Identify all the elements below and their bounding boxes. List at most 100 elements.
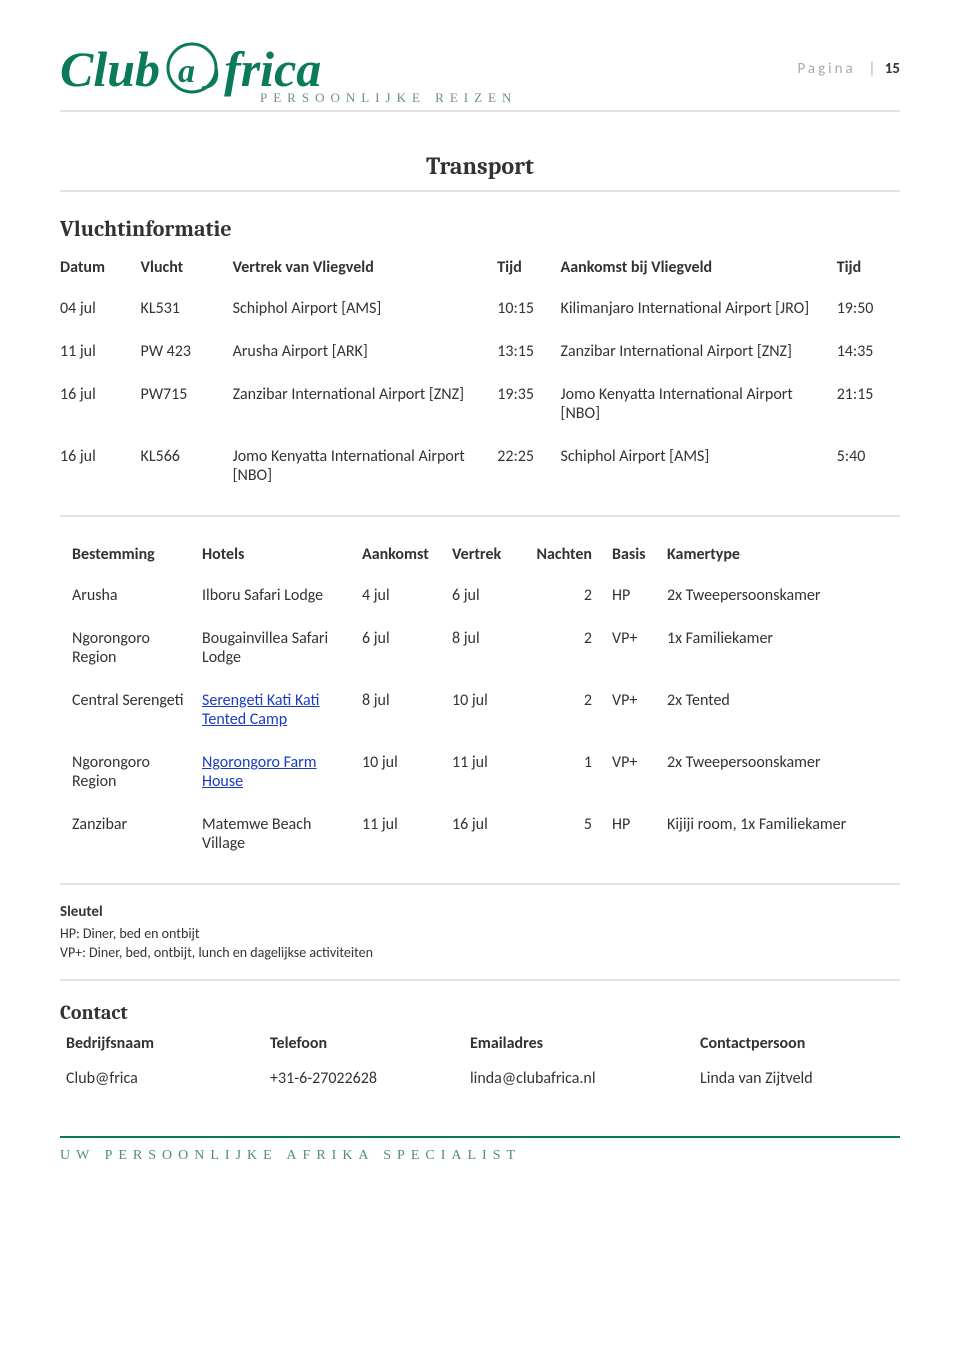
- cell-basis: VP+: [612, 617, 667, 679]
- logo-main: Club a frica: [60, 40, 517, 94]
- cell-date: 16 jul: [60, 373, 141, 435]
- col-basis: Basis: [612, 535, 667, 574]
- page-header: Club a frica PERSOONLIJKE REIZEN Pagina …: [60, 40, 900, 112]
- divider: [60, 883, 900, 885]
- cell-dest: Central Serengeti: [72, 679, 202, 741]
- divider: [60, 515, 900, 517]
- cell-room: 2x Tented: [667, 679, 888, 741]
- table-row: ZanzibarMatemwe Beach Village11 jul16 ju…: [72, 803, 888, 865]
- cell-room: 2x Tweepersoonskamer: [667, 741, 888, 803]
- cell-atime: 21:15: [837, 373, 900, 435]
- cell-dtime: 22:25: [497, 435, 560, 497]
- table-row: ArushaIlboru Safari Lodge4 jul6 jul2HP2x…: [72, 574, 888, 617]
- table-row: 16 julKL566Jomo Kenyatta International A…: [60, 435, 900, 497]
- cell-dep: 16 jul: [452, 803, 532, 865]
- table-row: 04 julKL531Schiphol Airport [AMS]10:15Ki…: [60, 287, 900, 330]
- contact-phone: +31-6-27022628: [270, 1061, 470, 1096]
- col-phone: Telefoon: [270, 1026, 470, 1061]
- logo-text-left: Club: [60, 44, 160, 94]
- cell-date: 16 jul: [60, 435, 141, 497]
- table-row: 11 julPW 423Arusha Airport [ARK]13:15Zan…: [60, 330, 900, 373]
- cell-flight: KL531: [141, 287, 233, 330]
- cell-arr: 11 jul: [362, 803, 452, 865]
- cell-nights: 2: [532, 617, 612, 679]
- cell-dep: 10 jul: [452, 679, 532, 741]
- cell-dtime: 19:35: [497, 373, 560, 435]
- hotels-table: Bestemming Hotels Aankomst Vertrek Nacht…: [72, 535, 888, 865]
- cell-room: Kijiji room, 1x Familiekamer: [667, 803, 888, 865]
- footer-tagline: UW PERSOONLIJKE AFRIKA SPECIALIST: [60, 1136, 900, 1164]
- cell-arr: 4 jul: [362, 574, 452, 617]
- at-icon: a: [162, 40, 222, 100]
- cell-basis: VP+: [612, 679, 667, 741]
- cell-hotel: Bougainvillea Safari Lodge: [202, 617, 362, 679]
- cell-arr: 6 jul: [362, 617, 452, 679]
- svg-text:a: a: [178, 53, 195, 90]
- cell-dep: 8 jul: [452, 617, 532, 679]
- col-dest: Bestemming: [72, 535, 202, 574]
- col-hdep: Vertrek: [452, 535, 532, 574]
- cell-dep: 6 jul: [452, 574, 532, 617]
- cell-arr: Zanzibar International Airport [ZNZ]: [561, 330, 837, 373]
- cell-atime: 19:50: [837, 287, 900, 330]
- cell-dest: Zanzibar: [72, 803, 202, 865]
- contact-row: Club@frica +31-6-27022628 linda@clubafri…: [60, 1061, 900, 1096]
- hotel-link[interactable]: Serengeti Kati Kati Tented Camp: [202, 691, 319, 729]
- contact-table: Bedrijfsnaam Telefoon Emailadres Contact…: [60, 1026, 900, 1096]
- cell-room: 2x Tweepersoonskamer: [667, 574, 888, 617]
- page-number: Pagina | 15: [798, 60, 901, 78]
- cell-hotel: Ilboru Safari Lodge: [202, 574, 362, 617]
- cell-hotel: Ngorongoro Farm House: [202, 741, 362, 803]
- key-block: Sleutel HP: Diner, bed en ontbijt VP+: D…: [60, 903, 900, 961]
- cell-dep: 11 jul: [452, 741, 532, 803]
- cell-hotel: Matemwe Beach Village: [202, 803, 362, 865]
- logo: Club a frica PERSOONLIJKE REIZEN: [60, 40, 517, 106]
- logo-subline: PERSOONLIJKE REIZEN: [260, 90, 517, 106]
- cell-flight: KL566: [141, 435, 233, 497]
- cell-basis: HP: [612, 803, 667, 865]
- table-row: Ngorongoro RegionBougainvillea Safari Lo…: [72, 617, 888, 679]
- cell-nights: 1: [532, 741, 612, 803]
- cell-date: 11 jul: [60, 330, 141, 373]
- cell-date: 04 jul: [60, 287, 141, 330]
- cell-atime: 14:35: [837, 330, 900, 373]
- cell-atime: 5:40: [837, 435, 900, 497]
- contact-email: linda@clubafrica.nl: [470, 1061, 700, 1096]
- col-arr: Aankomst bij Vliegveld: [561, 248, 837, 287]
- key-line: HP: Diner, bed en ontbijt: [60, 925, 900, 942]
- divider: [60, 979, 900, 981]
- cell-nights: 2: [532, 679, 612, 741]
- cell-basis: VP+: [612, 741, 667, 803]
- contact-heading: Contact: [60, 1001, 900, 1024]
- contact-person: Linda van Zijtveld: [700, 1061, 900, 1096]
- key-line: VP+: Diner, bed, ontbijt, lunch en dagel…: [60, 944, 900, 961]
- key-title: Sleutel: [60, 903, 900, 921]
- cell-dest: Ngorongoro Region: [72, 617, 202, 679]
- cell-flight: PW715: [141, 373, 233, 435]
- table-row: 16 julPW715Zanzibar International Airpor…: [60, 373, 900, 435]
- logo-text-right: frica: [224, 44, 321, 94]
- cell-dep: Arusha Airport [ARK]: [233, 330, 498, 373]
- cell-arr: 8 jul: [362, 679, 452, 741]
- cell-dest: Arusha: [72, 574, 202, 617]
- cell-dest: Ngorongoro Region: [72, 741, 202, 803]
- cell-hotel: Serengeti Kati Kati Tented Camp: [202, 679, 362, 741]
- col-flight: Vlucht: [141, 248, 233, 287]
- page-label: Pagina: [798, 60, 856, 78]
- table-row: Central SerengetiSerengeti Kati Kati Ten…: [72, 679, 888, 741]
- col-room: Kamertype: [667, 535, 888, 574]
- col-harr: Aankomst: [362, 535, 452, 574]
- divider: [60, 190, 900, 192]
- cell-dep: Zanzibar International Airport [ZNZ]: [233, 373, 498, 435]
- col-email: Emailadres: [470, 1026, 700, 1061]
- cell-room: 1x Familiekamer: [667, 617, 888, 679]
- flights-table: Datum Vlucht Vertrek van Vliegveld Tijd …: [60, 248, 900, 497]
- cell-arr: Kilimanjaro International Airport [JRO]: [561, 287, 837, 330]
- cell-dep: Schiphol Airport [AMS]: [233, 287, 498, 330]
- hotel-link[interactable]: Ngorongoro Farm House: [202, 753, 317, 791]
- cell-basis: HP: [612, 574, 667, 617]
- table-row: Ngorongoro RegionNgorongoro Farm House10…: [72, 741, 888, 803]
- col-company: Bedrijfsnaam: [60, 1026, 270, 1061]
- col-date: Datum: [60, 248, 141, 287]
- contact-company: Club@frica: [60, 1061, 270, 1096]
